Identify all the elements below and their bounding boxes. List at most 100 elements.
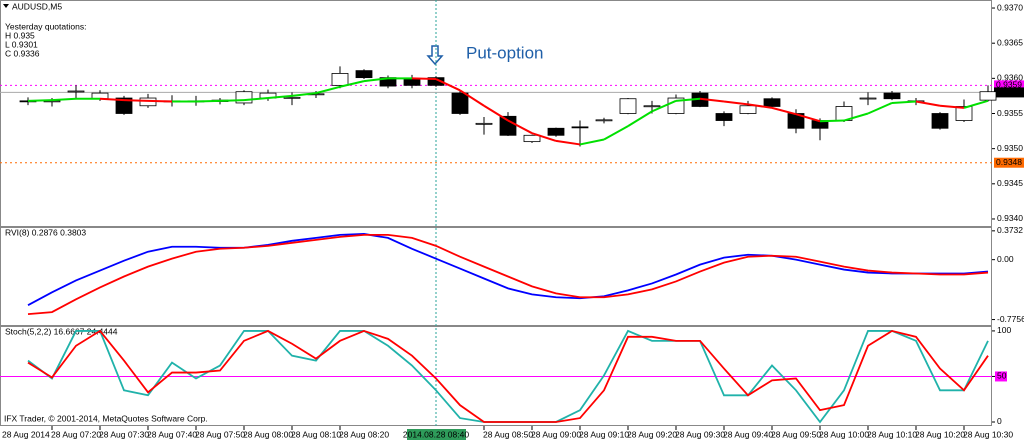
candle-body <box>523 134 541 143</box>
y-tick-label: 0.9355 <box>997 108 1023 118</box>
down-arrow <box>426 45 444 66</box>
moving-average <box>939 104 965 109</box>
x-tick-label: 28 Aug 08:00 <box>243 429 293 439</box>
moving-average <box>531 132 557 142</box>
moving-average <box>339 80 365 88</box>
price-tag-label: 0.9359 <box>996 80 1022 90</box>
moving-average <box>867 102 893 115</box>
candle-body <box>931 113 949 129</box>
x-tick-label: 28 Aug 09:20 <box>627 429 677 439</box>
quote-low: L 0.9301 <box>5 39 38 49</box>
moving-average <box>651 99 677 113</box>
moving-average <box>147 99 173 103</box>
footer: IFX Trader, © 2001-2014, MetaQuotes Soft… <box>4 413 208 423</box>
candle-body <box>331 73 349 86</box>
y-tick-label: 0.9370 <box>997 2 1023 12</box>
price-tag <box>994 80 1024 91</box>
moving-average <box>363 77 389 83</box>
moving-average <box>459 89 485 107</box>
moving-average <box>291 92 317 97</box>
candle-body <box>547 127 565 136</box>
symbol-menu-icon[interactable] <box>3 4 9 8</box>
moving-average <box>243 97 269 102</box>
x-tick-label: 28 Aug 08:20 <box>339 429 389 439</box>
candle-body <box>499 115 517 136</box>
candle-body <box>571 126 589 129</box>
moving-average <box>603 125 629 141</box>
moving-average <box>699 97 725 103</box>
y-tick-label: 0.9340 <box>997 213 1023 223</box>
y-tick-label: 0.9360 <box>997 73 1023 83</box>
crosshair-label: 2014.08.28 08:40 <box>403 429 469 439</box>
moving-average <box>915 100 941 107</box>
moving-average <box>675 97 701 102</box>
quote-close: C 0.9336 <box>5 48 40 58</box>
x-tick-label: 28 Aug 07:40 <box>147 429 197 439</box>
candle-body <box>451 92 469 114</box>
candle-body <box>619 98 637 114</box>
y-tick-label: 0.9345 <box>997 178 1023 188</box>
x-tick-label: 28 Aug 10:30 <box>963 429 1013 439</box>
moving-average <box>267 94 293 100</box>
candle-body <box>859 97 877 100</box>
y-tick-label: 0.9350 <box>997 143 1023 153</box>
x-tick-label: 28 Aug 10:20 <box>915 429 965 439</box>
candle-body <box>883 92 901 100</box>
y-tick-label: -0.7756 <box>997 314 1024 324</box>
moving-average <box>123 99 149 102</box>
candle-body <box>595 119 613 122</box>
moving-average <box>627 110 653 128</box>
price-tag-label: 0.9348 <box>996 157 1022 167</box>
candle-body <box>67 90 85 93</box>
moving-average <box>51 97 77 102</box>
x-tick-label: 28 Aug 07:50 <box>195 429 245 439</box>
stoch-title: Stoch(5,2,2) 16.6667 24.4444 <box>5 326 118 336</box>
price-tag <box>994 87 1024 98</box>
y-tick-label: 0 <box>997 416 1002 426</box>
y-tick-label: 0.9365 <box>997 37 1023 47</box>
candle-body <box>355 70 373 79</box>
price-tag <box>994 157 1024 168</box>
x-tick-label: 28 Aug 08:10 <box>291 429 341 439</box>
moving-average <box>315 85 341 95</box>
indicator-line <box>27 233 989 307</box>
candle-body <box>763 98 781 107</box>
moving-average <box>723 100 749 106</box>
quotes-heading: Yesterday quotations: <box>5 21 86 31</box>
candle-body <box>739 105 757 114</box>
x-tick-label: 28 Aug 09:30 <box>675 429 725 439</box>
candle-body <box>283 96 301 99</box>
rvi-title: RVI(8) 0.2876 0.3803 <box>5 227 86 237</box>
candle-body <box>475 122 493 125</box>
candle-body <box>955 106 973 121</box>
moving-average <box>195 99 221 103</box>
candle-body <box>235 91 253 104</box>
moving-average <box>795 113 821 123</box>
x-tick-label: 28 Aug 09:50 <box>771 429 821 439</box>
candle-body <box>643 105 661 108</box>
moving-average <box>27 99 53 102</box>
date-label: 28 Aug 2014 <box>2 429 50 439</box>
candle-body <box>715 113 733 121</box>
x-tick-label: 28 Aug 09:40 <box>723 429 773 439</box>
moving-average <box>483 104 509 122</box>
moving-average <box>891 100 917 104</box>
moving-average <box>507 119 533 135</box>
candle-body <box>427 77 445 86</box>
moving-average <box>99 97 125 102</box>
moving-average <box>843 112 869 122</box>
moving-average <box>411 77 437 81</box>
price-tag-label: 0.9358 <box>996 87 1022 97</box>
x-tick-label: 28 Aug 10:10 <box>867 429 917 439</box>
moving-average <box>819 119 845 123</box>
crosshair-tag <box>407 429 466 440</box>
y-tick-label: 0.3732 <box>997 225 1023 235</box>
moving-average <box>747 103 773 109</box>
indicator-line <box>27 329 989 423</box>
chart-title: AUDUSD,M5 <box>12 1 62 11</box>
x-tick-label: 28 Aug 09:00 <box>531 429 581 439</box>
quote-high: H 0.935 <box>5 30 35 40</box>
moving-average <box>963 99 989 109</box>
y-tick-label: 0.00 <box>997 254 1014 264</box>
